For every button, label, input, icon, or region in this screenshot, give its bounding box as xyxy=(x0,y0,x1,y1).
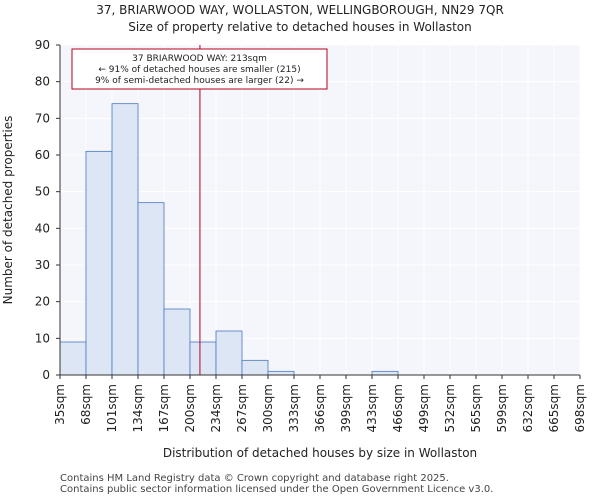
x-tick-label: 267sqm xyxy=(235,384,249,432)
annotation-box xyxy=(71,48,328,90)
y-tick-label: 30 xyxy=(35,258,50,272)
bar xyxy=(59,341,87,376)
bar xyxy=(85,150,113,376)
footer-line2: Contains public sector information licen… xyxy=(60,484,494,495)
x-tick-label: 167sqm xyxy=(157,384,171,432)
x-tick-label: 565sqm xyxy=(469,384,483,432)
bar xyxy=(215,330,243,376)
x-tick-label: 599sqm xyxy=(495,384,509,432)
x-tick-label: 333sqm xyxy=(287,384,301,432)
chart-title-line1: 37, BRIARWOOD WAY, WOLLASTON, WELLINGBOR… xyxy=(96,3,504,17)
y-tick-label: 70 xyxy=(35,111,50,125)
y-tick-label: 10 xyxy=(35,331,50,345)
y-tick-label: 90 xyxy=(35,38,50,52)
x-tick-label: 665sqm xyxy=(547,384,561,432)
x-tick-label: 499sqm xyxy=(417,384,431,432)
y-tick-label: 40 xyxy=(35,221,50,235)
chart-title-line2: Size of property relative to detached ho… xyxy=(128,20,471,34)
x-tick-label: 134sqm xyxy=(131,384,145,432)
bars-layer xyxy=(59,103,399,376)
bar xyxy=(163,308,191,376)
y-tick-label: 0 xyxy=(42,368,50,382)
x-tick-label: 200sqm xyxy=(183,384,197,432)
x-tick-label: 68sqm xyxy=(79,384,93,425)
x-tick-label: 698sqm xyxy=(573,384,587,432)
x-tick-label: 366sqm xyxy=(313,384,327,432)
bar xyxy=(241,359,269,376)
x-tick-label: 632sqm xyxy=(521,384,535,432)
bar xyxy=(371,370,399,376)
y-tick-label: 20 xyxy=(35,295,50,309)
annotation-line3: 9% of semi-detached houses are larger (2… xyxy=(95,76,304,86)
x-tick-label: 433sqm xyxy=(365,384,379,432)
y-ticks: 0 10 20 30 40 50 60 70 80 90 xyxy=(35,38,60,382)
y-axis-label: Number of detached properties xyxy=(1,116,15,305)
x-tick-label: 532sqm xyxy=(443,384,457,432)
bar xyxy=(111,103,139,376)
x-tick-label: 466sqm xyxy=(391,384,405,432)
bar xyxy=(267,370,295,376)
footer-line1: Contains HM Land Registry data © Crown c… xyxy=(60,473,449,484)
y-tick-label: 50 xyxy=(35,185,50,199)
x-tick-label: 300sqm xyxy=(261,384,275,432)
y-tick-label: 80 xyxy=(35,75,50,89)
x-ticks: 35sqm 68sqm 101sqm 134sqm 167sqm 200sqm 234sqm… xyxy=(53,375,587,432)
y-tick-label: 60 xyxy=(35,148,50,162)
bar xyxy=(189,341,217,376)
x-axis-label: Distribution of detached houses by size … xyxy=(163,446,477,460)
x-tick-label: 399sqm xyxy=(339,384,353,432)
annotation-line1: 37 BRIARWOOD WAY: 213sqm xyxy=(132,54,267,64)
x-tick-label: 101sqm xyxy=(105,384,119,432)
bar xyxy=(137,202,165,376)
x-tick-label: 234sqm xyxy=(209,384,223,432)
x-tick-label: 35sqm xyxy=(53,384,67,425)
annotation-line2: ← 91% of detached houses are smaller (21… xyxy=(98,65,300,75)
